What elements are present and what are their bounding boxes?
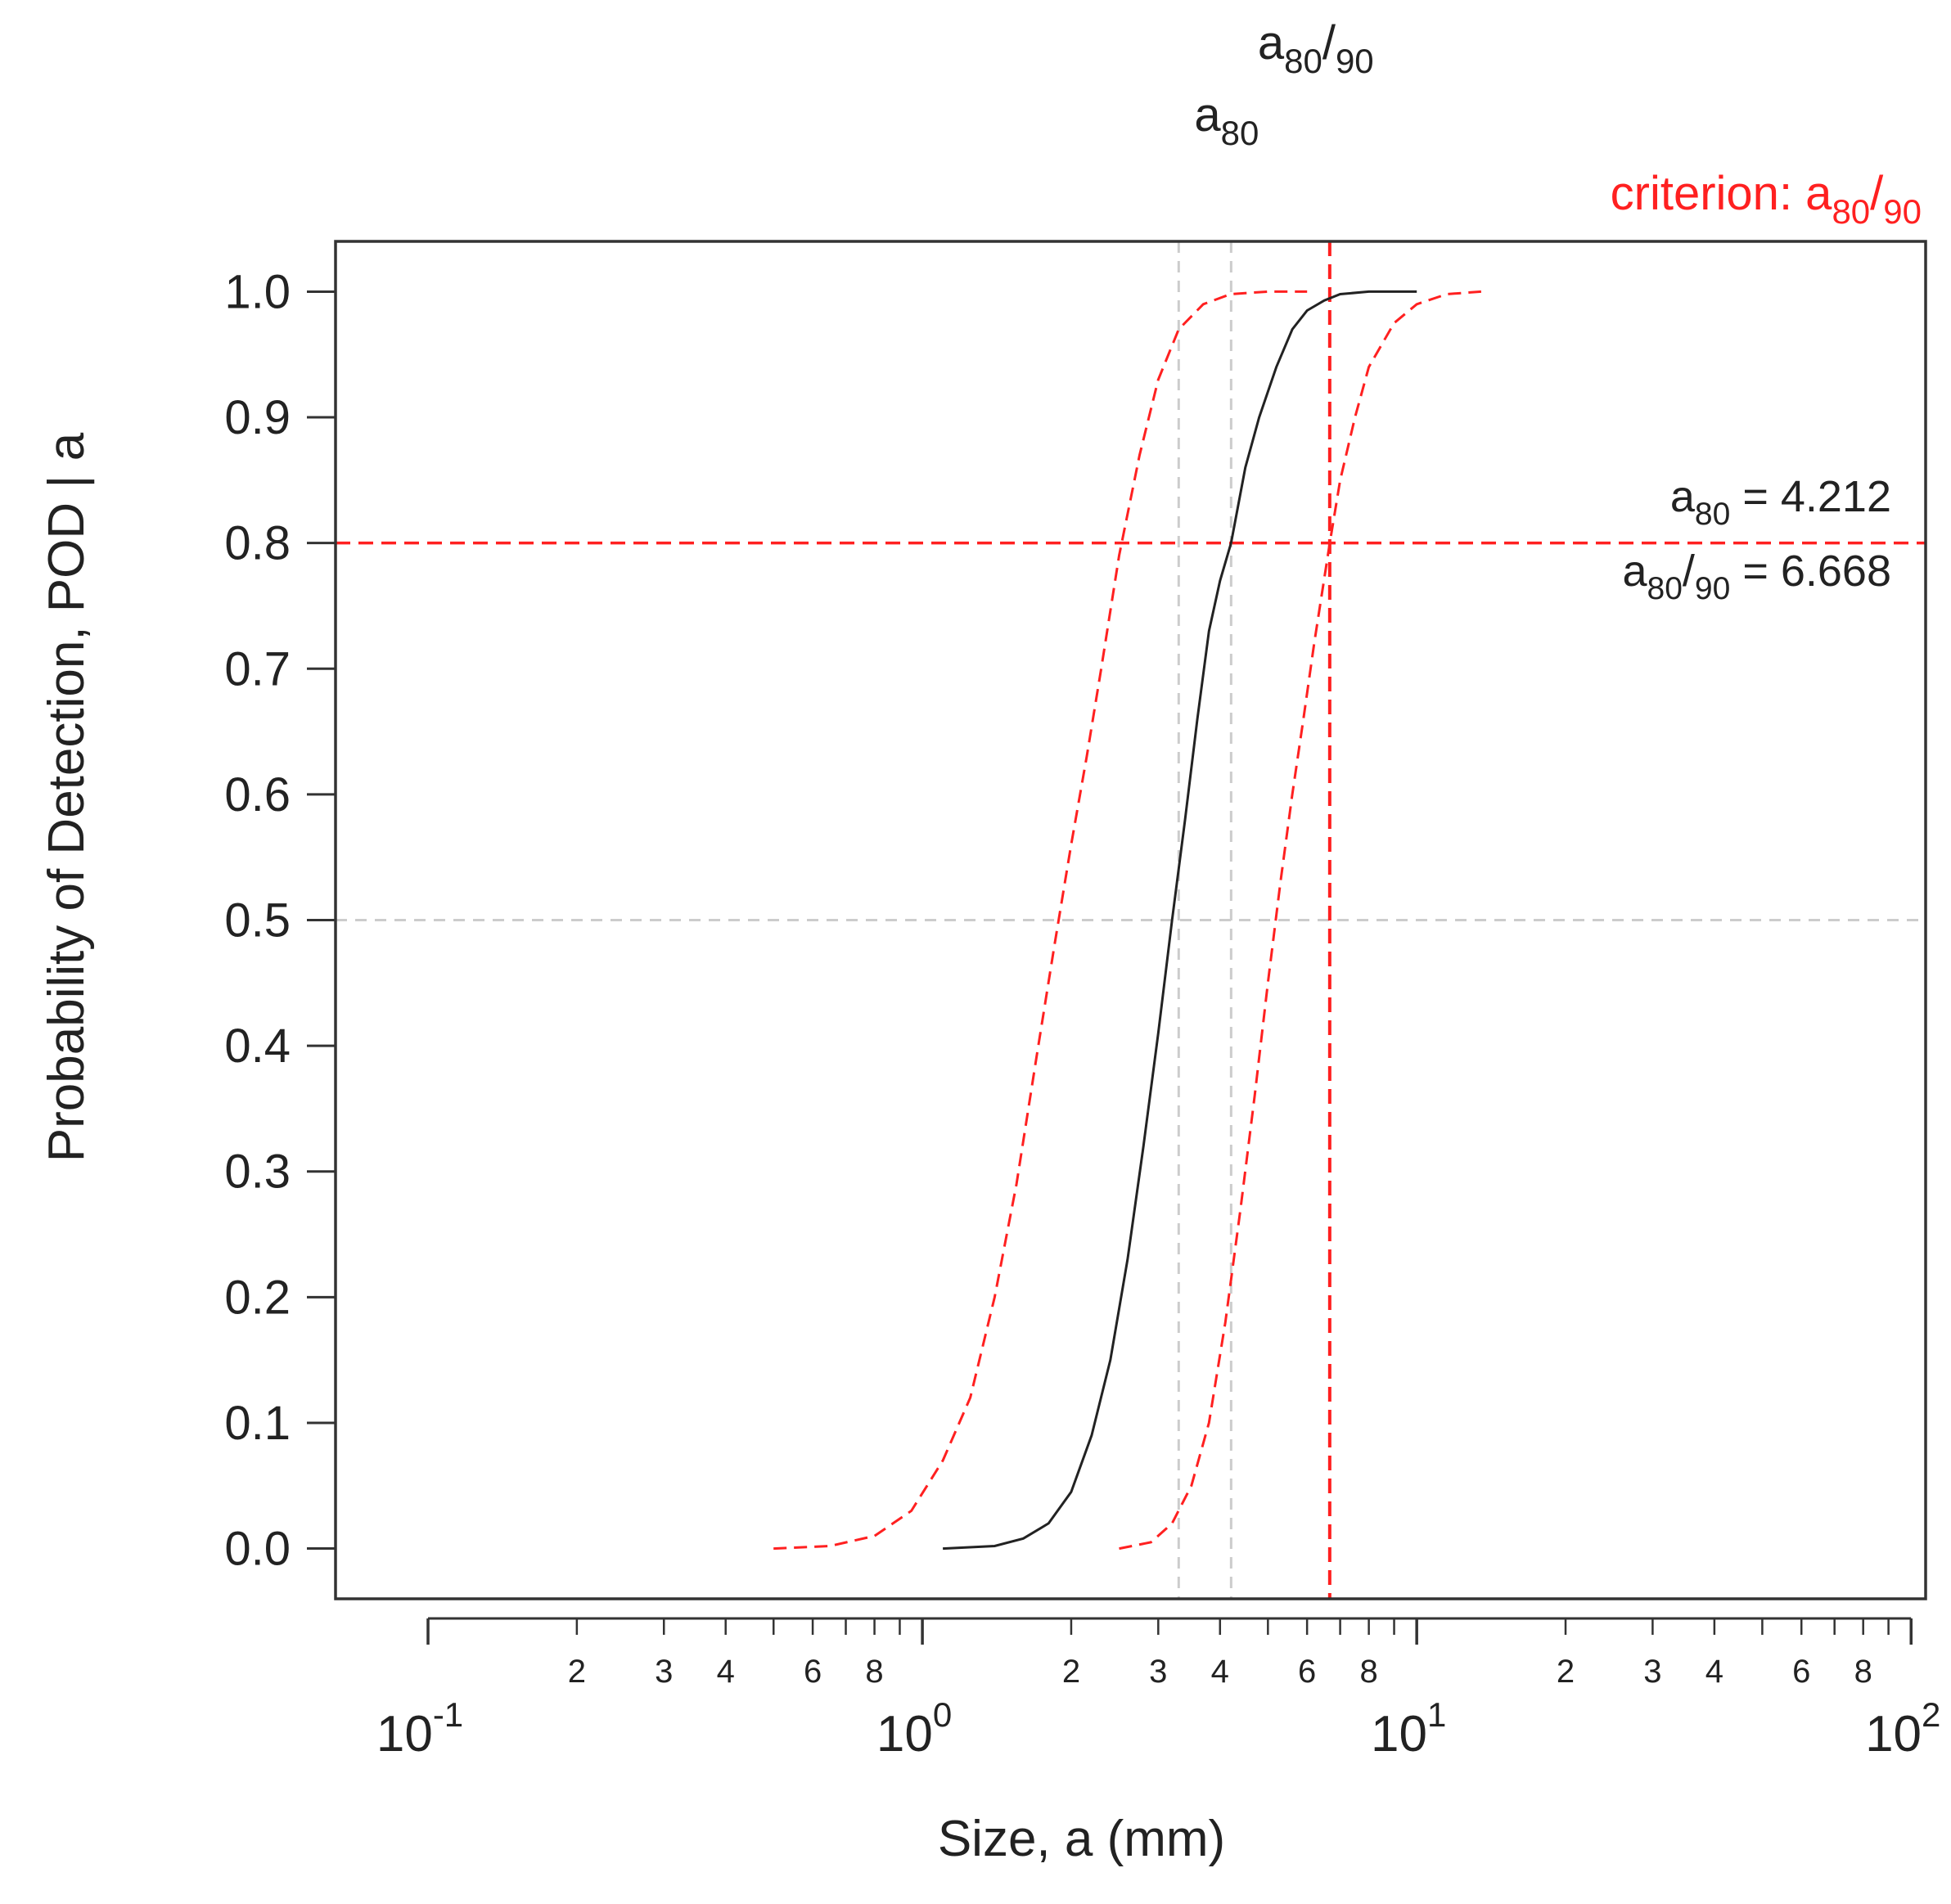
x-minor-tick-label: 3 bbox=[1643, 1654, 1661, 1690]
y-tick-label: 0.8 bbox=[224, 517, 291, 570]
x-minor-tick-label: 2 bbox=[1557, 1654, 1575, 1690]
y-tick-label: 0.1 bbox=[224, 1397, 291, 1450]
lower-confidence-bound-curve bbox=[1119, 290, 1482, 1551]
x-minor-tick-label: 3 bbox=[655, 1654, 673, 1690]
x-minor-tick-label: 4 bbox=[1705, 1654, 1723, 1690]
x-major-tick-label: 100 bbox=[876, 1695, 952, 1762]
upper-confidence-bound-curve bbox=[773, 290, 1308, 1551]
x-minor-tick-label: 2 bbox=[568, 1654, 586, 1690]
x-minor-tick-label: 8 bbox=[865, 1654, 883, 1690]
x-major-tick-label: 10-1 bbox=[376, 1695, 463, 1762]
criterion-label: criterion: a80/90​ bbox=[1611, 167, 1922, 231]
y-tick-label: 0.7 bbox=[224, 642, 291, 695]
x-minor-tick-label: 6 bbox=[1792, 1654, 1810, 1690]
y-tick-label: 0.2 bbox=[224, 1271, 291, 1324]
x-minor-tick-label: 4 bbox=[717, 1654, 735, 1690]
x-major-tick-label: 102 bbox=[1865, 1695, 1940, 1762]
y-tick-label: 0.0 bbox=[224, 1523, 291, 1576]
y-axis-title: Probability of Detection, POD | a bbox=[38, 432, 95, 1162]
x-minor-tick-label: 8 bbox=[1854, 1654, 1872, 1690]
x-minor-tick-label: 6 bbox=[1298, 1654, 1316, 1690]
y-tick-label: 0.4 bbox=[224, 1020, 291, 1073]
x-minor-tick-label: 8 bbox=[1360, 1654, 1378, 1690]
y-tick-label: 0.5 bbox=[224, 894, 291, 947]
x-minor-tick-label: 2 bbox=[1062, 1654, 1080, 1690]
x-major-tick-label: 101 bbox=[1371, 1695, 1446, 1762]
y-tick-label: 0.6 bbox=[224, 768, 291, 821]
a80-90-top-label: a80/90​ bbox=[1258, 16, 1374, 80]
a80-top-label: a80​ bbox=[1194, 88, 1259, 152]
y-tick-label: 1.0 bbox=[224, 265, 291, 318]
a80-value: a80​ = 4.212 bbox=[1670, 472, 1891, 532]
y-tick-label: 0.3 bbox=[224, 1146, 291, 1199]
y-tick-label: 0.9 bbox=[224, 391, 291, 444]
x-minor-tick-label: 4 bbox=[1211, 1654, 1229, 1690]
a80-90-value: a80/90​ = 6.668 bbox=[1622, 547, 1891, 606]
pod-estimate-curve bbox=[943, 290, 1417, 1551]
x-minor-tick-label: 6 bbox=[804, 1654, 822, 1690]
x-minor-tick-label: 3 bbox=[1149, 1654, 1167, 1690]
x-axis-title: Size, a (mm) bbox=[938, 1811, 1225, 1867]
